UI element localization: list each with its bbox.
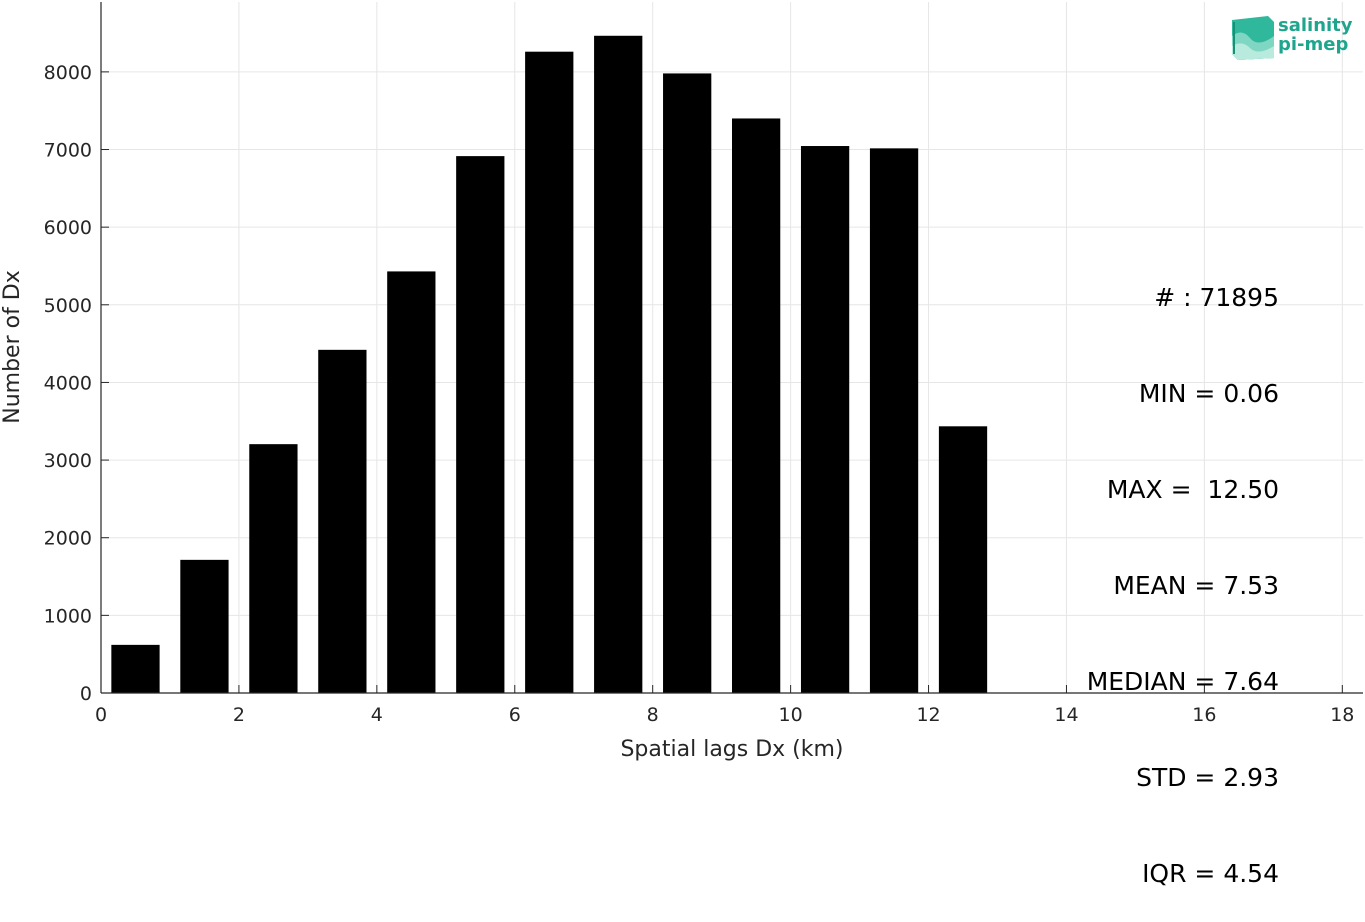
bar xyxy=(525,51,574,694)
y-tick-label: 6000 xyxy=(44,217,92,239)
stat-iqr: IQR = 4.54 xyxy=(1142,859,1279,888)
stat-max: MAX = 12.50 xyxy=(1106,475,1279,504)
x-tick-label: 10 xyxy=(779,704,803,726)
bar xyxy=(387,271,436,693)
y-tick-label: 3000 xyxy=(44,450,92,472)
stat-std: STD = 2.93 xyxy=(1136,763,1279,792)
logo-text: salinity pi-mep xyxy=(1278,16,1353,54)
bars xyxy=(111,35,988,694)
bar xyxy=(249,444,298,693)
stat-count: # : 71895 xyxy=(1154,283,1279,312)
statistics-panel: # : 71895 MIN = 0.06 MAX = 12.50 MEAN = … xyxy=(1087,218,1279,922)
x-tick-label: 14 xyxy=(1054,704,1078,726)
logo-wave-icon xyxy=(1232,16,1274,60)
bar xyxy=(594,35,643,693)
x-tick-label: 2 xyxy=(233,704,245,726)
x-tick-label: 8 xyxy=(647,704,659,726)
y-tick-label: 7000 xyxy=(44,140,92,162)
bar xyxy=(732,118,781,693)
bar xyxy=(456,156,505,694)
y-tick-label: 2000 xyxy=(44,528,92,550)
bar xyxy=(800,146,850,693)
x-tick-label: 6 xyxy=(509,704,521,726)
y-tick-label: 4000 xyxy=(44,372,92,394)
stat-median: MEDIAN = 7.64 xyxy=(1086,667,1279,696)
bar xyxy=(663,73,712,694)
salinity-pi-mep-logo: salinity pi-mep xyxy=(1228,14,1358,62)
bar xyxy=(869,148,919,694)
y-tick-label: 1000 xyxy=(44,605,92,627)
stat-min: MIN = 0.06 xyxy=(1138,379,1279,408)
x-tick-label: 4 xyxy=(371,704,383,726)
x-tick-label: 12 xyxy=(916,704,940,726)
x-axis-label: Spatial lags Dx (km) xyxy=(620,737,843,762)
y-tick-label: 5000 xyxy=(44,295,92,317)
x-tick-label: 0 xyxy=(95,704,107,726)
bar xyxy=(318,349,367,693)
y-tick-label: 8000 xyxy=(44,62,92,84)
y-axis-label: Number of Dx xyxy=(0,270,25,424)
y-tick-labels: 0 1000 2000 3000 4000 5000 6000 7000 8000 xyxy=(44,62,92,705)
x-tick-labels: 0 2 4 6 8 10 12 14 16 18 xyxy=(95,704,1354,726)
x-tick-label: 16 xyxy=(1192,704,1216,726)
logo-line-2: pi-mep xyxy=(1278,34,1349,55)
bar xyxy=(938,426,988,693)
bar xyxy=(111,644,160,693)
bar xyxy=(180,559,229,693)
x-tick-label: 18 xyxy=(1330,704,1354,726)
axes xyxy=(100,2,1363,694)
stat-mean: MEAN = 7.53 xyxy=(1113,571,1279,600)
histogram-chart: 0 2 4 6 8 10 12 14 16 18 0 1000 2000 3000 4000 5000 600… xyxy=(0,2,1363,762)
y-tick-label: 0 xyxy=(80,683,92,705)
logo-line-1: salinity xyxy=(1278,15,1353,36)
